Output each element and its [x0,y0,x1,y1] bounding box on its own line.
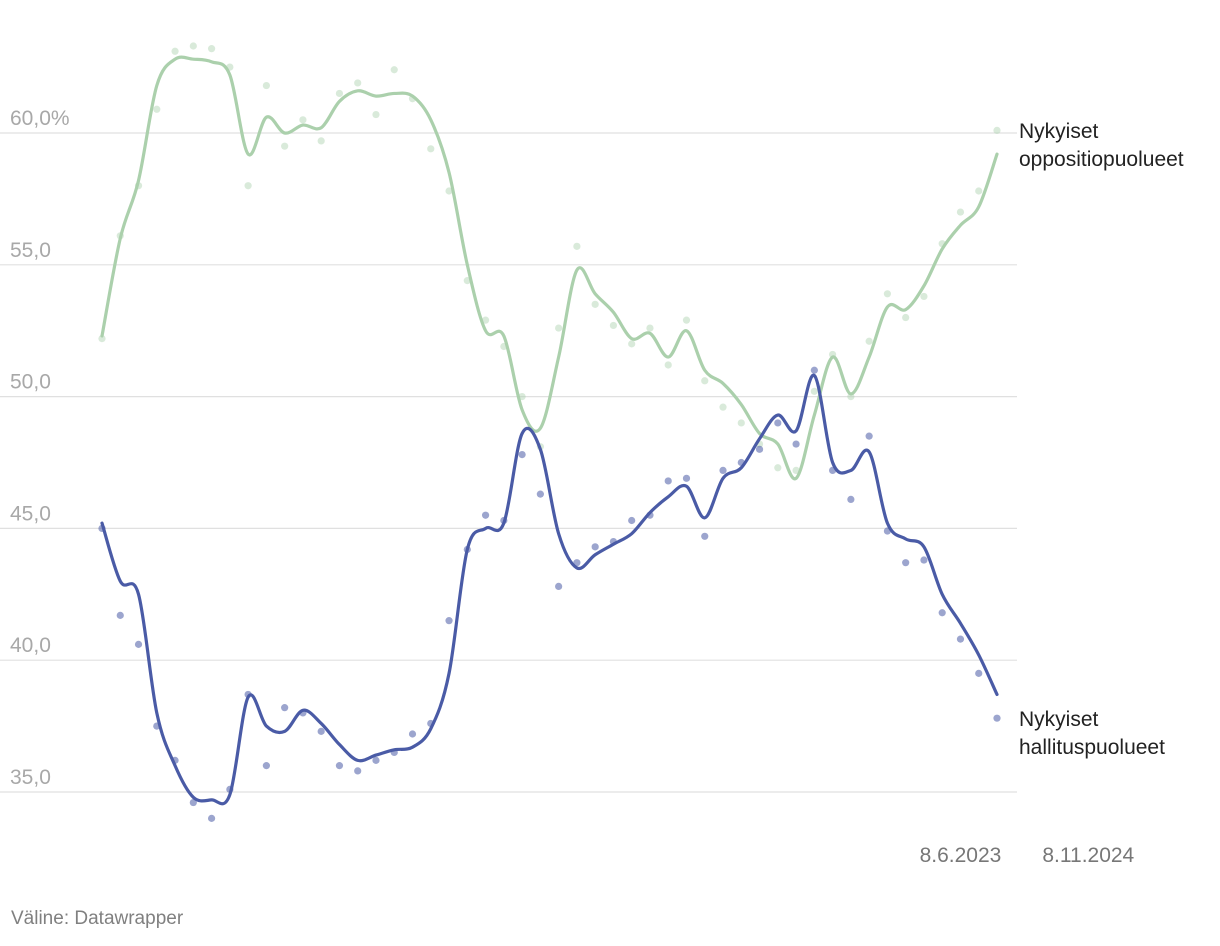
data-point [445,187,453,195]
series-line [100,373,999,806]
data-point [189,798,197,807]
trend-lines [100,55,999,806]
data-point [262,81,270,90]
data-point [701,532,709,540]
data-point [262,762,270,770]
data-point [481,511,490,519]
data-point [408,730,417,738]
data-point [993,126,1001,134]
data-point [573,242,581,250]
y-tick-label: 60,0% [10,107,70,130]
data-point [98,335,106,343]
data-point [956,635,965,643]
data-point [354,767,362,775]
data-point [207,814,216,822]
gridlines [0,132,1017,793]
data-point [792,440,800,448]
data-point [281,142,289,150]
data-point [555,582,563,590]
data-point [847,495,855,504]
data-point [427,145,435,153]
data-point [354,79,362,87]
data-point [920,556,928,564]
data-point [774,419,782,427]
y-tick-label: 35,0 [10,766,51,789]
data-point [555,324,563,332]
y-tick-label: 45,0 [10,502,51,525]
data-point [682,474,691,482]
data-point [317,727,325,735]
data-point [116,611,124,619]
y-axis-tick-labels: 60,0% 55,0 50,0 45,0 40,0 35,0 [10,107,70,789]
x-tick-label: 8.11.2024 [1042,844,1134,867]
y-tick-label: 40,0 [10,634,51,657]
source-note: Väline: Datawrapper [11,908,184,929]
data-point [372,756,380,764]
data-point [609,321,618,330]
data-point [810,366,818,374]
data-point [664,361,672,369]
data-point [134,640,143,648]
data-point [902,559,910,567]
data-point [591,543,599,551]
data-point [701,377,709,385]
data-point [299,116,307,124]
data-point [591,300,599,308]
data-point [883,290,892,298]
data-point [335,762,344,770]
data-point [682,316,691,324]
data-point [646,324,654,332]
data-points [98,42,1001,822]
data-point [902,313,910,322]
y-tick-label: 55,0 [10,239,51,262]
data-point [335,89,344,98]
data-point [719,466,727,475]
data-point [938,609,946,617]
data-point [445,617,453,625]
data-point [993,714,1001,722]
data-point [810,387,818,395]
data-point [774,464,782,472]
series-label: Nykyiset oppositiopuolueet [1019,120,1184,171]
data-point [975,187,983,195]
data-point [518,450,526,459]
data-point [628,340,636,348]
data-point [755,445,764,453]
y-tick-label: 50,0 [10,371,51,394]
data-point [664,477,672,485]
data-point [920,292,928,301]
data-point [956,208,965,216]
data-point [737,419,745,427]
data-point [372,110,380,119]
data-point [536,490,544,498]
x-axis-tick-labels: 8.6.2023 8.11.2024 [920,844,1135,867]
data-point [865,337,873,345]
data-point [171,47,179,55]
data-point [207,45,216,53]
data-point [189,42,197,50]
series-labels: Nykyiset oppositiopuolueet Nykyiset hallitu… [1019,120,1184,759]
data-point [975,669,983,677]
data-point [719,403,727,411]
series-label: Nykyiset hallituspuolueet [1019,708,1165,759]
data-point [317,137,325,145]
data-point [573,559,581,567]
data-point [390,66,398,74]
series-line [100,55,999,481]
data-point [865,432,873,440]
data-point [628,516,636,525]
data-point [153,105,161,113]
data-point [281,704,289,712]
data-point [244,182,252,190]
x-tick-label: 8.6.2023 [920,844,1002,867]
